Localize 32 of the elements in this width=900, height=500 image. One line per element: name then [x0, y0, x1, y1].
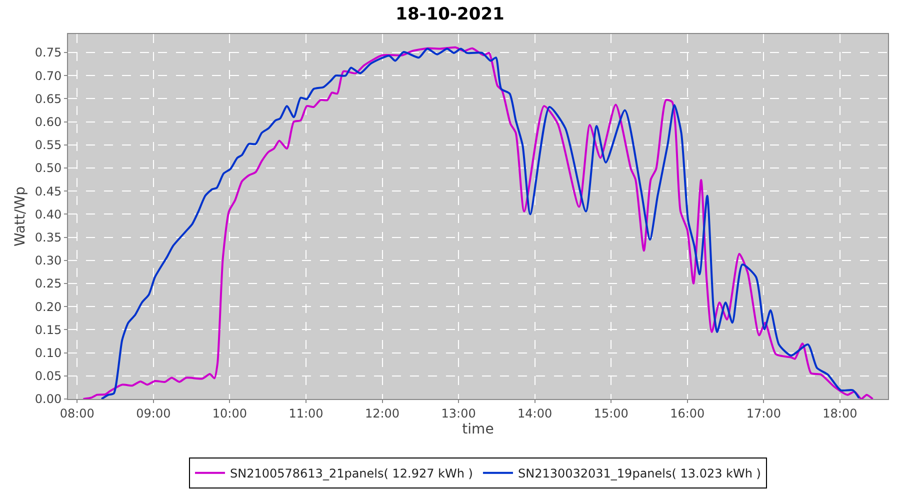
x-tick-label: 18:00 [822, 406, 858, 420]
x-tick-label: 10:00 [212, 406, 248, 420]
y-tick-label: 0.15 [34, 322, 62, 337]
y-tick-label: 0.55 [34, 138, 62, 152]
x-tick-label: 15:00 [594, 406, 628, 420]
y-tick-label: 0.20 [34, 300, 62, 314]
y-tick-label: 0.00 [34, 392, 62, 406]
y-tick-label: 0.50 [34, 161, 62, 176]
x-tick-label: 12:00 [364, 406, 400, 420]
y-tick-label: 0.40 [34, 207, 62, 222]
y-tick-label: 0.65 [34, 92, 62, 106]
x-tick-label: 14:00 [518, 406, 552, 420]
x-tick-label: 09:00 [136, 406, 171, 420]
y-tick-label: 0.75 [34, 46, 62, 60]
y-tick-label: 0.45 [34, 184, 62, 198]
y-tick-label: 0.30 [34, 254, 62, 268]
y-tick-label: 0.35 [34, 230, 62, 244]
legend-label: SN2130032031_19panels( 13.023 kWh ) [518, 466, 761, 481]
x-tick-label: 11:00 [288, 406, 324, 420]
y-tick-label: 0.60 [34, 114, 62, 129]
x-tick-label: 13:00 [441, 406, 476, 420]
y-tick-label: 0.25 [34, 276, 62, 291]
x-tick-label: 16:00 [670, 406, 705, 420]
y-tick-label: 0.05 [34, 369, 62, 384]
y-tick-label: 0.70 [34, 68, 62, 83]
x-tick-label: 08:00 [60, 406, 94, 420]
y-tick-label: 0.10 [34, 346, 62, 360]
x-tick-label: 17:00 [746, 406, 781, 420]
y-axis-title: Watt/Wp [12, 186, 28, 246]
legend-label: SN2100578613_21panels( 12.927 kWh ) [230, 466, 473, 481]
x-axis-title: time [462, 422, 494, 438]
chart-title: 18-10-2021 [396, 4, 504, 24]
